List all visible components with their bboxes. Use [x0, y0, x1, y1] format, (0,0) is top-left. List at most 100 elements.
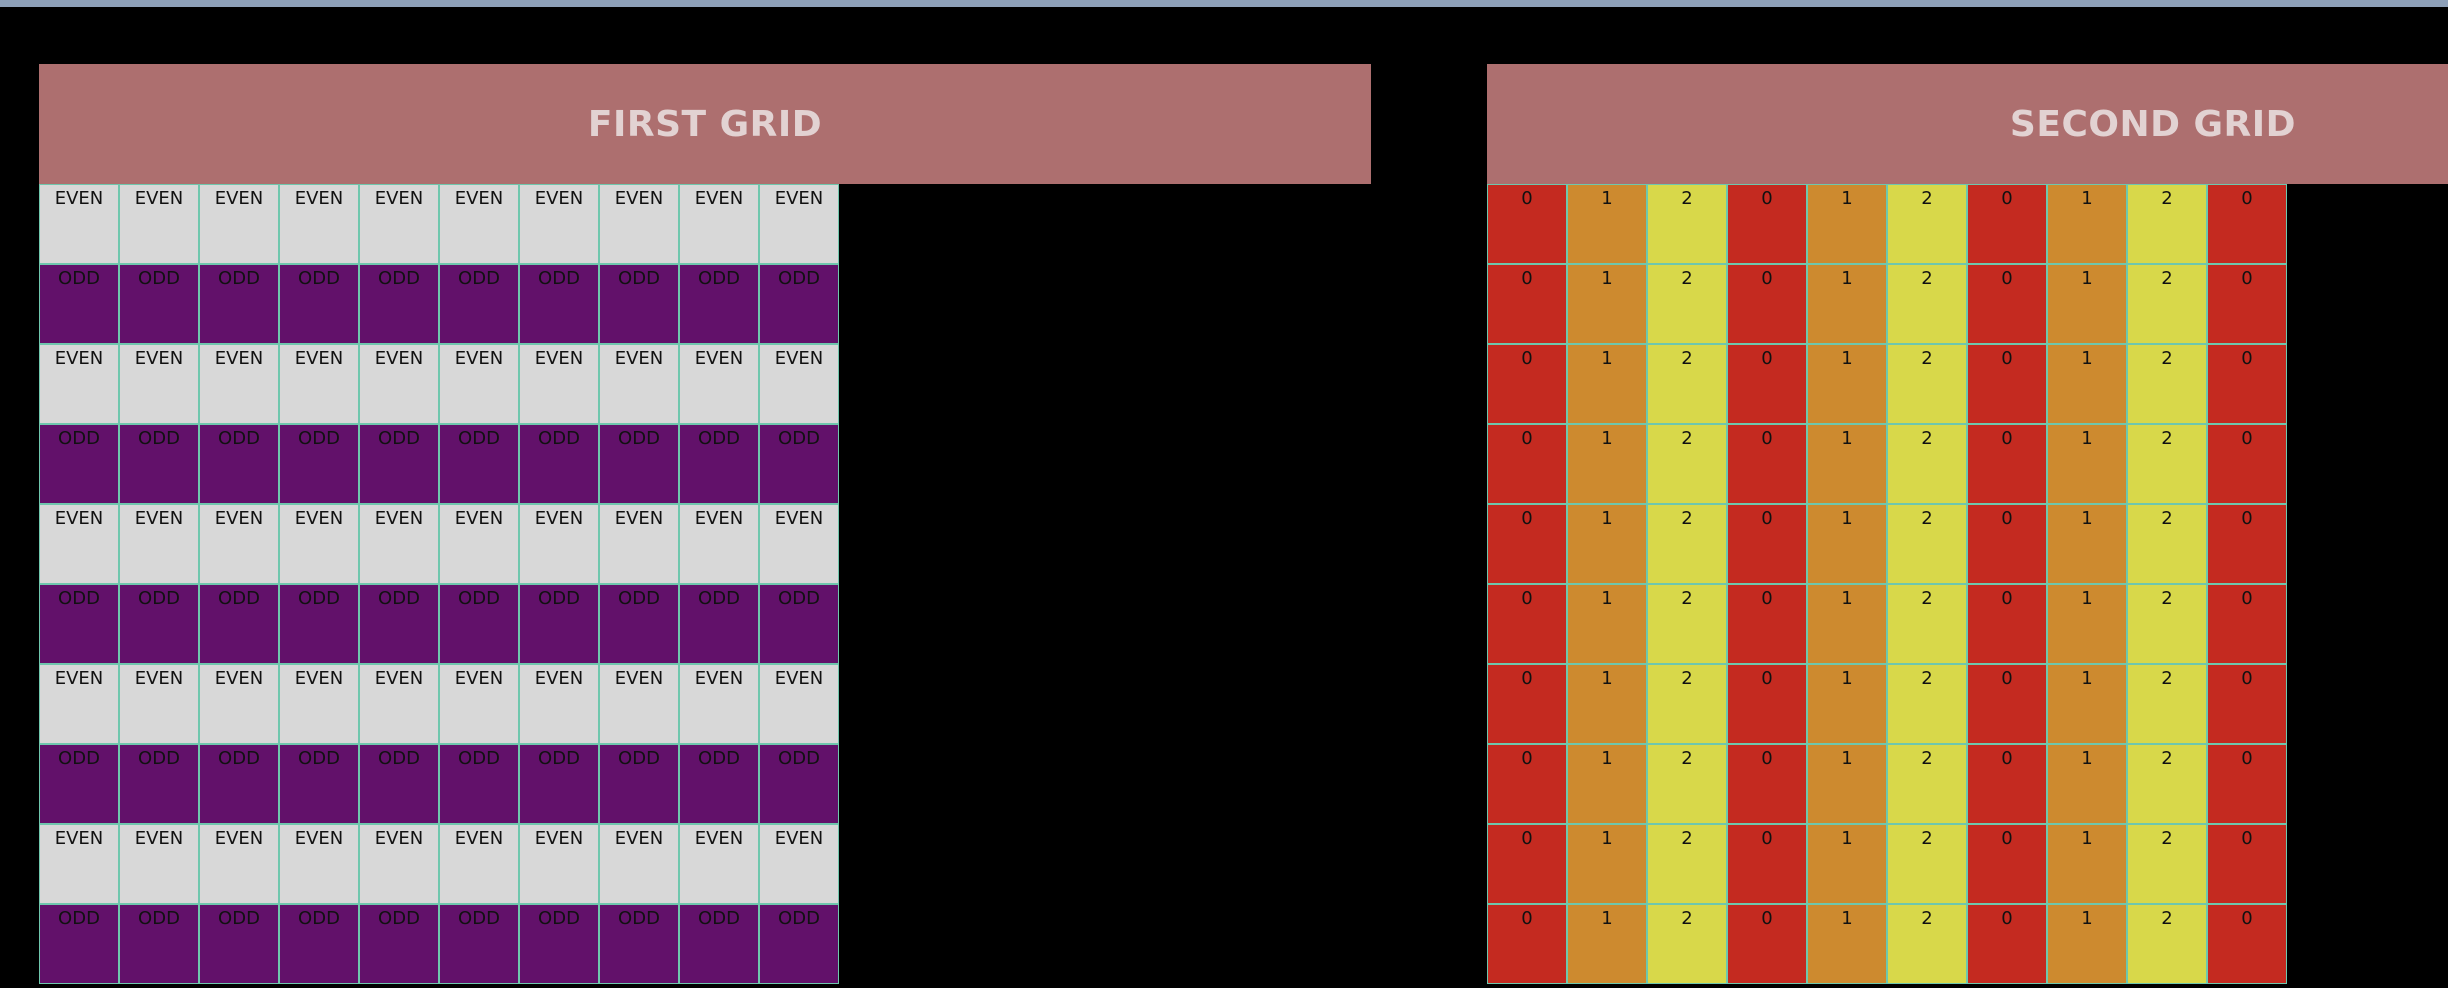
odd-cell: ODD: [39, 264, 119, 344]
mod-1-cell: 1: [1807, 264, 1887, 344]
mod-2-cell: 2: [1647, 824, 1727, 904]
mod-0-cell: 0: [2207, 504, 2287, 584]
even-cell: EVEN: [439, 504, 519, 584]
mod-1-cell: 1: [1807, 184, 1887, 264]
even-cell: EVEN: [599, 344, 679, 424]
odd-cell: ODD: [199, 904, 279, 984]
even-cell: EVEN: [759, 344, 839, 424]
odd-cell: ODD: [599, 584, 679, 664]
mod-0-cell: 0: [1487, 824, 1567, 904]
mod-1-cell: 1: [1807, 344, 1887, 424]
odd-cell: ODD: [199, 424, 279, 504]
even-cell: EVEN: [439, 344, 519, 424]
odd-cell: ODD: [519, 904, 599, 984]
even-cell: EVEN: [759, 664, 839, 744]
mod-1-cell: 1: [1567, 824, 1647, 904]
mod-0-cell: 0: [2207, 904, 2287, 984]
first-grid-title: FIRST GRID: [39, 64, 1371, 184]
even-cell: EVEN: [679, 504, 759, 584]
even-cell: EVEN: [519, 344, 599, 424]
mod-2-cell: 2: [2127, 664, 2207, 744]
mod-2-cell: 2: [1647, 184, 1727, 264]
even-cell: EVEN: [439, 664, 519, 744]
mod-0-cell: 0: [2207, 824, 2287, 904]
mod-2-cell: 2: [2127, 344, 2207, 424]
even-cell: EVEN: [359, 184, 439, 264]
mod-2-cell: 2: [1887, 824, 1967, 904]
first-grid: EVEN EVEN EVEN EVEN EVEN EVEN EVEN EVEN EVEN EVEN…: [39, 184, 839, 984]
mod-0-cell: 0: [1967, 504, 2047, 584]
mod-0-cell: 0: [1727, 344, 1807, 424]
mod-0-cell: 0: [1487, 424, 1567, 504]
mod-0-cell: 0: [1967, 904, 2047, 984]
mod-2-cell: 2: [1887, 584, 1967, 664]
mod-0-cell: 0: [1727, 584, 1807, 664]
odd-cell: ODD: [679, 904, 759, 984]
mod-2-cell: 2: [2127, 824, 2207, 904]
even-cell: EVEN: [279, 504, 359, 584]
odd-cell: ODD: [439, 904, 519, 984]
odd-cell: ODD: [439, 424, 519, 504]
mod-0-cell: 0: [1727, 424, 1807, 504]
mod-0-cell: 0: [1487, 904, 1567, 984]
even-cell: EVEN: [359, 504, 439, 584]
mod-1-cell: 1: [2047, 264, 2127, 344]
mod-0-cell: 0: [1727, 184, 1807, 264]
mod-2-cell: 2: [1887, 264, 1967, 344]
odd-cell: ODD: [359, 904, 439, 984]
odd-cell: ODD: [439, 744, 519, 824]
even-cell: EVEN: [359, 664, 439, 744]
mod-2-cell: 2: [1887, 904, 1967, 984]
even-cell: EVEN: [519, 504, 599, 584]
mod-2-cell: 2: [1647, 584, 1727, 664]
mod-1-cell: 1: [1807, 744, 1887, 824]
even-cell: EVEN: [279, 184, 359, 264]
even-cell: EVEN: [39, 824, 119, 904]
odd-cell: ODD: [359, 744, 439, 824]
odd-cell: ODD: [759, 744, 839, 824]
even-cell: EVEN: [519, 664, 599, 744]
even-cell: EVEN: [679, 344, 759, 424]
mod-0-cell: 0: [2207, 184, 2287, 264]
mod-0-cell: 0: [2207, 264, 2287, 344]
even-cell: EVEN: [679, 824, 759, 904]
even-cell: EVEN: [119, 184, 199, 264]
mod-1-cell: 1: [2047, 904, 2127, 984]
mod-0-cell: 0: [1967, 424, 2047, 504]
mod-2-cell: 2: [1647, 664, 1727, 744]
odd-cell: ODD: [599, 424, 679, 504]
odd-cell: ODD: [679, 584, 759, 664]
even-cell: EVEN: [759, 504, 839, 584]
even-cell: EVEN: [759, 824, 839, 904]
even-cell: EVEN: [279, 664, 359, 744]
even-cell: EVEN: [39, 664, 119, 744]
mod-2-cell: 2: [1887, 184, 1967, 264]
even-cell: EVEN: [599, 504, 679, 584]
mod-2-cell: 2: [2127, 744, 2207, 824]
mod-1-cell: 1: [1567, 184, 1647, 264]
mod-1-cell: 1: [1807, 664, 1887, 744]
mod-0-cell: 0: [1487, 744, 1567, 824]
mod-0-cell: 0: [1487, 664, 1567, 744]
mod-1-cell: 1: [1567, 344, 1647, 424]
mod-2-cell: 2: [2127, 424, 2207, 504]
mod-0-cell: 0: [2207, 664, 2287, 744]
second-grid-title: SECOND GRID: [1487, 64, 2448, 184]
odd-cell: ODD: [439, 584, 519, 664]
even-cell: EVEN: [439, 824, 519, 904]
mod-1-cell: 1: [1807, 504, 1887, 584]
odd-cell: ODD: [679, 424, 759, 504]
even-cell: EVEN: [519, 824, 599, 904]
even-cell: EVEN: [599, 664, 679, 744]
mod-2-cell: 2: [1887, 744, 1967, 824]
mod-2-cell: 2: [1647, 904, 1727, 984]
even-cell: EVEN: [119, 664, 199, 744]
mod-1-cell: 1: [2047, 504, 2127, 584]
odd-cell: ODD: [279, 424, 359, 504]
even-cell: EVEN: [199, 504, 279, 584]
mod-2-cell: 2: [1887, 504, 1967, 584]
odd-cell: ODD: [759, 264, 839, 344]
mod-0-cell: 0: [1487, 584, 1567, 664]
even-cell: EVEN: [119, 344, 199, 424]
